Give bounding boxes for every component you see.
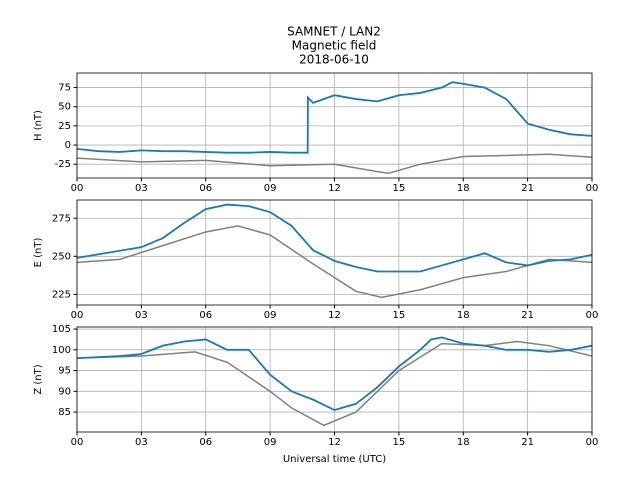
chart-title: 2018-06-10: [299, 53, 369, 67]
x-tick-label: 18: [457, 183, 470, 194]
y-axis-label: H (nT): [33, 110, 44, 141]
x-tick-label: 06: [199, 183, 212, 194]
y-tick-label: 25: [58, 121, 71, 132]
plot-frame: [76, 326, 593, 433]
x-tick-label: 21: [521, 437, 534, 448]
x-axis-label: Universal time (UTC): [283, 454, 386, 465]
x-tick-label: 06: [199, 310, 212, 321]
y-tick-label: 75: [58, 83, 71, 94]
y-tick-label: 90: [58, 386, 71, 397]
x-tick-label: 18: [457, 310, 470, 321]
y-tick-label: 250: [52, 251, 71, 262]
data-line: [76, 153, 593, 175]
x-tick-label: 00: [71, 310, 84, 321]
data-line: [76, 340, 593, 427]
y-axis-label: Z (nT): [33, 364, 44, 394]
x-tick-label: 12: [328, 437, 341, 448]
y-tick-label: 100: [52, 345, 71, 356]
y-tick-label: 0: [65, 140, 71, 151]
x-tick-label: 15: [393, 310, 406, 321]
plot-frame: [76, 72, 593, 179]
x-tick-label: 03: [135, 437, 148, 448]
x-tick-label: 18: [457, 437, 470, 448]
x-tick-label: 09: [264, 310, 277, 321]
x-tick-label: 21: [521, 310, 534, 321]
y-tick-label: -25: [55, 159, 71, 170]
x-tick-label: 15: [393, 183, 406, 194]
x-tick-label: 09: [264, 183, 277, 194]
y-axis-label: E (nT): [33, 238, 44, 268]
x-tick-label: 00: [71, 183, 84, 194]
x-tick-label: 00: [586, 310, 599, 321]
x-tick-label: 00: [586, 437, 599, 448]
data-line: [76, 336, 593, 411]
x-tick-label: 03: [135, 183, 148, 194]
x-tick-label: 00: [586, 183, 599, 194]
x-tick-label: 21: [521, 183, 534, 194]
data-line: [76, 81, 593, 154]
x-tick-label: 15: [393, 437, 406, 448]
y-tick-label: 95: [58, 366, 71, 377]
data-line: [76, 225, 593, 299]
x-tick-label: 00: [71, 437, 84, 448]
data-line: [76, 203, 593, 273]
x-tick-label: 06: [199, 437, 212, 448]
plot-frame: [76, 199, 593, 306]
chart-title: SAMNET / LAN2: [287, 25, 381, 39]
chart-title: Magnetic field: [292, 39, 377, 53]
x-tick-label: 03: [135, 310, 148, 321]
x-tick-label: 12: [328, 310, 341, 321]
x-tick-label: 12: [328, 183, 341, 194]
y-tick-label: 85: [58, 407, 71, 418]
y-tick-label: 105: [52, 324, 71, 335]
y-tick-label: 225: [52, 289, 71, 300]
x-tick-label: 09: [264, 437, 277, 448]
y-tick-label: 275: [52, 213, 71, 224]
y-tick-label: 50: [58, 102, 71, 113]
